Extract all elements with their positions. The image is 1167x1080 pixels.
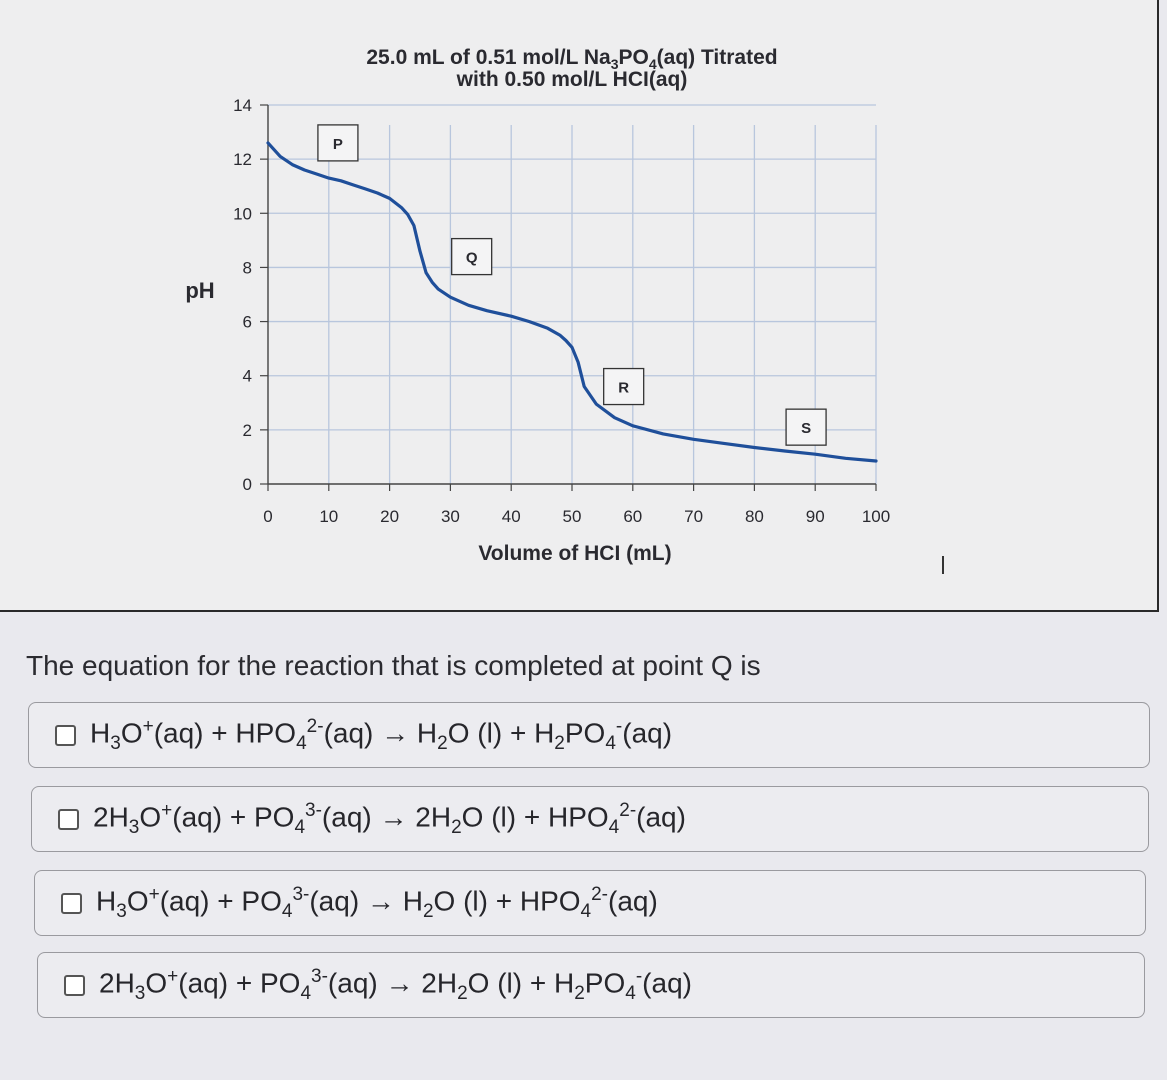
x-tick-label: 80 <box>745 507 764 526</box>
x-tick-label: 50 <box>563 507 582 526</box>
x-axis-label: Volume of HCI (mL) <box>478 542 671 565</box>
answer-option-3[interactable]: H3O+(aq) + PO43-(aq) → H2O (l) + HPO42-(… <box>34 870 1146 936</box>
option-label: H3O+(aq) + HPO42-(aq) → H2O (l) + H2PO4-… <box>90 715 673 754</box>
x-tick-label: 100 <box>862 507 890 526</box>
checkbox[interactable] <box>55 724 76 746</box>
point-label-box <box>317 124 359 162</box>
answer-option-4[interactable]: 2H3O+(aq) + PO43-(aq) → 2H2O (l) + H2PO4… <box>37 952 1145 1018</box>
checkbox[interactable] <box>64 974 85 996</box>
point-label-q: Q <box>466 250 478 267</box>
y-tick-label: 14 <box>233 96 252 115</box>
x-tick-label: 0 <box>263 507 272 526</box>
answer-option-2[interactable]: 2H3O+(aq) + PO43-(aq) → 2H2O (l) + HPO42… <box>31 786 1149 852</box>
y-tick-label: 10 <box>233 204 252 223</box>
point-label-box <box>785 408 827 446</box>
x-tick-label: 30 <box>441 507 460 526</box>
y-tick-label: 4 <box>243 367 252 386</box>
chart-title-line2: with 0.50 mol/L HCI(aq) <box>456 68 688 91</box>
y-tick-label: 2 <box>243 421 252 440</box>
point-label-r: R <box>618 380 629 397</box>
grid <box>268 104 877 484</box>
y-tick-label: 12 <box>233 150 252 169</box>
checkbox[interactable] <box>61 892 82 914</box>
y-tick-label: 0 <box>243 475 252 494</box>
x-tick-label: 10 <box>319 507 338 526</box>
option-label: 2H3O+(aq) + PO43-(aq) → 2H2O (l) + H2PO4… <box>99 965 692 1004</box>
x-tick-label: 60 <box>623 507 642 526</box>
titration-curve-line <box>266 141 878 463</box>
x-tick-label: 20 <box>380 507 399 526</box>
y-axis-label: pH <box>185 278 214 303</box>
point-label-box <box>451 237 493 276</box>
chart-panel: 25.0 mL of 0.51 mol/L Na3PO4(aq) Titrate… <box>0 0 1159 612</box>
titration-chart: 25.0 mL of 0.51 mol/L Na3PO4(aq) Titrate… <box>185 46 890 565</box>
point-label-s: S <box>801 420 811 437</box>
x-tick-label: 70 <box>684 507 703 526</box>
x-tick-label: 90 <box>806 507 825 526</box>
chart-title-line1: 25.0 mL of 0.51 mol/L Na3PO4(aq) Titrate… <box>366 46 777 72</box>
answer-option-1[interactable]: H3O+(aq) + HPO42-(aq) → H2O (l) + H2PO4-… <box>28 702 1150 768</box>
x-tick-label: 40 <box>502 507 521 526</box>
question-text: The equation for the reaction that is co… <box>26 650 761 681</box>
axes: 0 10 20 30 40 50 60 70 80 90 100 0 2 4 6 8 10 12 14 <box>233 96 890 526</box>
y-tick-label: 8 <box>243 258 252 277</box>
point-label-box <box>603 367 645 406</box>
y-tick-label: 6 <box>243 313 252 332</box>
point-label-p: P <box>333 136 343 153</box>
checkbox[interactable] <box>58 808 79 830</box>
option-label: 2H3O+(aq) + PO43-(aq) → 2H2O (l) + HPO42… <box>93 799 686 838</box>
option-label: H3O+(aq) + PO43-(aq) → H2O (l) + HPO42-(… <box>96 883 658 922</box>
annotations: P Q R S <box>317 124 827 446</box>
series-layer <box>266 141 878 463</box>
text-cursor <box>942 556 944 574</box>
